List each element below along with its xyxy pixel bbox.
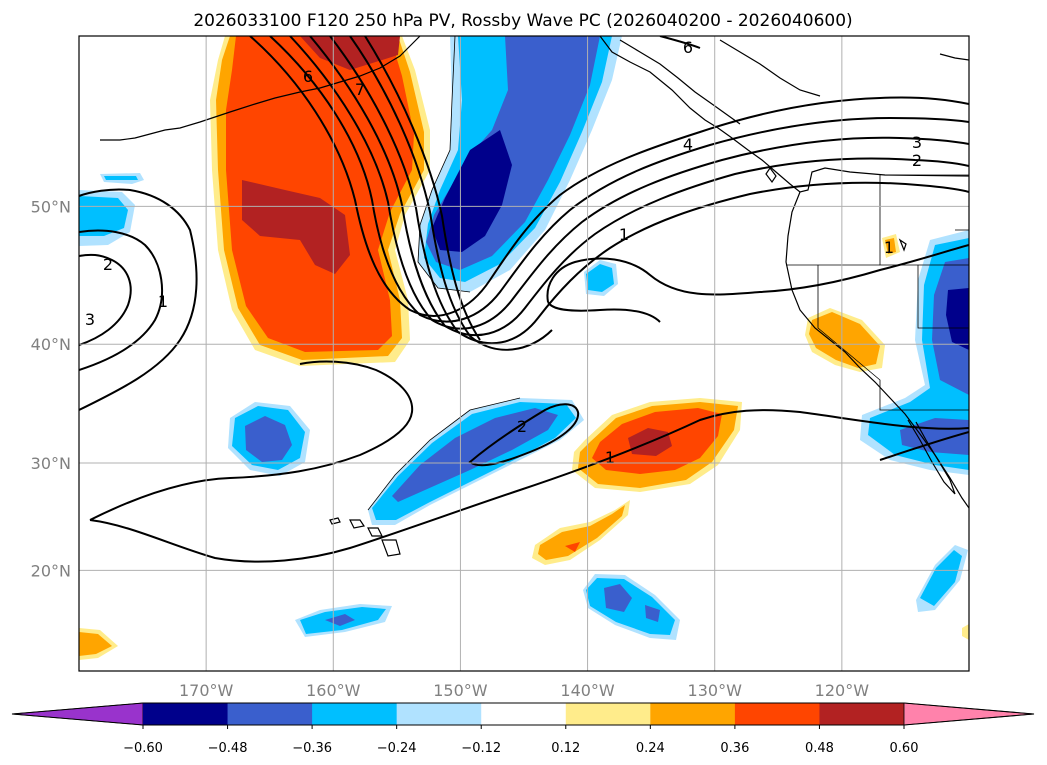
positive-anomaly-small [79,234,969,660]
contour-label: 6 [683,38,693,57]
latitude-tick-label: 50°N [31,197,71,216]
shade-darkblue [432,130,512,252]
borders [786,174,969,411]
negative-anomaly-south [295,545,968,640]
colorbar-swatch [734,703,820,725]
longitude-tick-label: 120°W [815,681,870,700]
contour-label: 1 [605,448,615,467]
colorbar-tick-label: 0.60 [890,741,919,756]
colorbar-swatch [396,703,482,725]
colorbar-swatch [650,703,736,725]
colorbar-tick-label: −0.60 [123,741,163,756]
colorbar-swatch [312,703,398,725]
latitude-tick-label: 20°N [31,561,71,580]
colorbar-extend-min [11,702,144,726]
colorbar-tick-label: 0.48 [805,741,834,756]
contour-label: 1 [158,292,168,311]
gridlines [79,36,969,671]
negative-anomaly-central [228,402,310,476]
contour-label: 6 [303,67,313,86]
contour-label: 3 [912,133,922,152]
latitude-tick-label: 40°N [31,335,71,354]
coastlines [100,36,969,557]
contour-label: 4 [683,135,693,154]
contour-label: 7 [355,80,365,99]
colorbar-tick-label: −0.48 [208,741,248,756]
colorbar-swatch [143,703,229,725]
colorbar-swatch [481,703,567,725]
colorbar-tick-label: −0.24 [377,741,417,756]
contour-label: 2 [517,417,527,436]
contour-label: 1 [619,225,629,244]
negative-anomaly-gulf-of-alaska [417,36,622,293]
longitude-tick-label: 170°W [179,681,234,700]
contour-label-group: 6 7 6 4 3 2 1 2 3 1 2 1 1 [85,38,922,467]
colorbar-tick-label: −0.12 [461,741,501,756]
longitude-tick-label: 160°W [306,681,361,700]
positive-anomaly-ridge [210,36,430,366]
negative-anomaly-west-coast [860,230,969,475]
colorbar-tick-label: 0.36 [720,741,749,756]
map-frame [78,35,970,672]
longitude-tick-label: 150°W [433,681,488,700]
contour-label: 3 [85,310,95,329]
latitude-labels: 50°N 40°N 30°N 20°N [31,197,71,580]
contour-lines [79,36,969,563]
negative-anomaly-subtropical [367,397,584,525]
map-area: 6 7 6 4 3 2 1 2 3 1 2 1 1 [79,36,969,671]
colorbar-swatch [565,703,651,725]
figure-title: 2026033100 F120 250 hPa PV, Rossby Wave … [193,11,852,31]
colorbar-swatch [227,703,313,725]
colorbar-extend-max [903,702,1035,726]
colorbar-tick-label: −0.36 [292,741,332,756]
positive-anomaly-california [805,308,885,372]
colorbar-tick-label: 0.12 [551,741,580,756]
longitude-tick-label: 140°W [560,681,615,700]
colorbar-tick-label: 0.24 [636,741,665,756]
negative-anomaly-small [584,260,618,296]
contour-label: 2 [912,151,922,170]
contour-label: 2 [103,255,113,274]
colorbar-swatch [819,703,905,725]
colorbar: −0.60 −0.48 −0.36 −0.24 −0.12 0.12 0.24 0.36 0.4… [11,702,1035,756]
contour-label: 1 [884,238,894,257]
latitude-tick-label: 30°N [31,454,71,473]
longitude-labels: 170°W 160°W 150°W 140°W 130°W 120°W [179,681,869,700]
longitude-tick-label: 130°W [688,681,743,700]
